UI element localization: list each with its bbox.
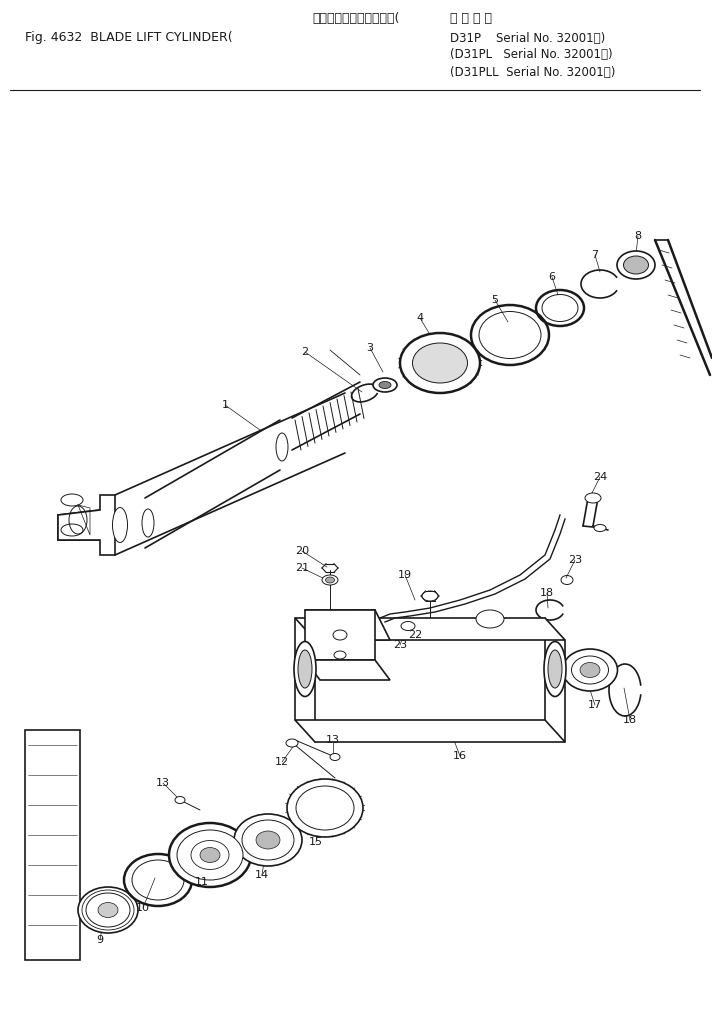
Text: 7: 7 — [592, 250, 599, 260]
Ellipse shape — [242, 820, 294, 860]
Ellipse shape — [594, 524, 606, 531]
Text: 21: 21 — [295, 563, 309, 573]
Polygon shape — [25, 730, 80, 960]
Ellipse shape — [177, 830, 243, 880]
Polygon shape — [305, 610, 390, 640]
Text: 20: 20 — [295, 546, 309, 556]
Text: 10: 10 — [136, 903, 150, 913]
Text: 5: 5 — [491, 295, 498, 305]
Text: 12: 12 — [275, 757, 289, 767]
Ellipse shape — [325, 577, 335, 583]
Ellipse shape — [61, 494, 83, 506]
Text: 8: 8 — [634, 231, 642, 241]
Text: 16: 16 — [453, 751, 467, 760]
Ellipse shape — [476, 610, 504, 628]
Ellipse shape — [412, 343, 468, 383]
Ellipse shape — [86, 893, 130, 927]
Text: 14: 14 — [255, 870, 269, 880]
Polygon shape — [295, 618, 565, 640]
Ellipse shape — [400, 333, 480, 393]
Polygon shape — [58, 510, 100, 540]
Ellipse shape — [61, 524, 83, 536]
Polygon shape — [295, 720, 565, 742]
Text: 2: 2 — [301, 347, 308, 357]
Ellipse shape — [294, 642, 316, 697]
Text: 18: 18 — [623, 715, 637, 725]
Ellipse shape — [585, 493, 601, 503]
Text: 6: 6 — [548, 272, 555, 282]
Ellipse shape — [341, 610, 369, 628]
Text: 15: 15 — [309, 837, 323, 847]
Ellipse shape — [200, 848, 220, 863]
Ellipse shape — [276, 433, 288, 461]
Text: 22: 22 — [408, 630, 422, 640]
Ellipse shape — [572, 656, 609, 684]
Ellipse shape — [379, 381, 391, 388]
Ellipse shape — [296, 786, 354, 830]
Text: (D31PL   Serial No. 32001～): (D31PL Serial No. 32001～) — [450, 49, 612, 62]
Text: 13: 13 — [326, 735, 340, 745]
Ellipse shape — [544, 642, 566, 697]
Text: 1: 1 — [221, 400, 229, 410]
Text: 9: 9 — [96, 935, 103, 945]
Polygon shape — [305, 660, 390, 680]
Text: (D31PLL  Serial No. 32001～): (D31PLL Serial No. 32001～) — [450, 66, 615, 78]
Text: D31P    Serial No. 32001～): D31P Serial No. 32001～) — [450, 31, 605, 45]
Text: 11: 11 — [195, 877, 209, 887]
Ellipse shape — [580, 662, 600, 677]
Text: 適 用 号 機: 適 用 号 機 — [450, 11, 492, 24]
Text: 3: 3 — [367, 343, 374, 353]
Ellipse shape — [256, 831, 280, 849]
Text: 18: 18 — [540, 588, 554, 598]
Ellipse shape — [624, 256, 649, 274]
Ellipse shape — [112, 507, 127, 542]
Text: 17: 17 — [588, 700, 602, 710]
Text: 13: 13 — [156, 778, 170, 788]
Ellipse shape — [287, 779, 363, 837]
Ellipse shape — [142, 509, 154, 537]
Text: 24: 24 — [593, 472, 607, 482]
Ellipse shape — [617, 251, 655, 279]
Text: 23: 23 — [393, 640, 407, 650]
Polygon shape — [58, 495, 115, 555]
Text: 19: 19 — [398, 570, 412, 580]
Ellipse shape — [330, 753, 340, 760]
Ellipse shape — [78, 887, 138, 933]
Ellipse shape — [234, 814, 302, 866]
Text: ブレードリフトシリンダ(: ブレードリフトシリンダ( — [313, 11, 399, 24]
Ellipse shape — [562, 649, 617, 691]
Ellipse shape — [98, 902, 118, 918]
Ellipse shape — [422, 591, 438, 601]
Ellipse shape — [286, 739, 298, 747]
Ellipse shape — [373, 378, 397, 392]
Ellipse shape — [322, 575, 338, 585]
Ellipse shape — [548, 650, 562, 689]
Ellipse shape — [298, 650, 312, 689]
Ellipse shape — [175, 797, 185, 803]
Ellipse shape — [169, 823, 251, 887]
Text: 4: 4 — [417, 313, 424, 323]
Text: Fig. 4632  BLADE LIFT CYLINDER(: Fig. 4632 BLADE LIFT CYLINDER( — [25, 31, 233, 45]
Polygon shape — [305, 610, 375, 660]
Text: 23: 23 — [568, 555, 582, 565]
